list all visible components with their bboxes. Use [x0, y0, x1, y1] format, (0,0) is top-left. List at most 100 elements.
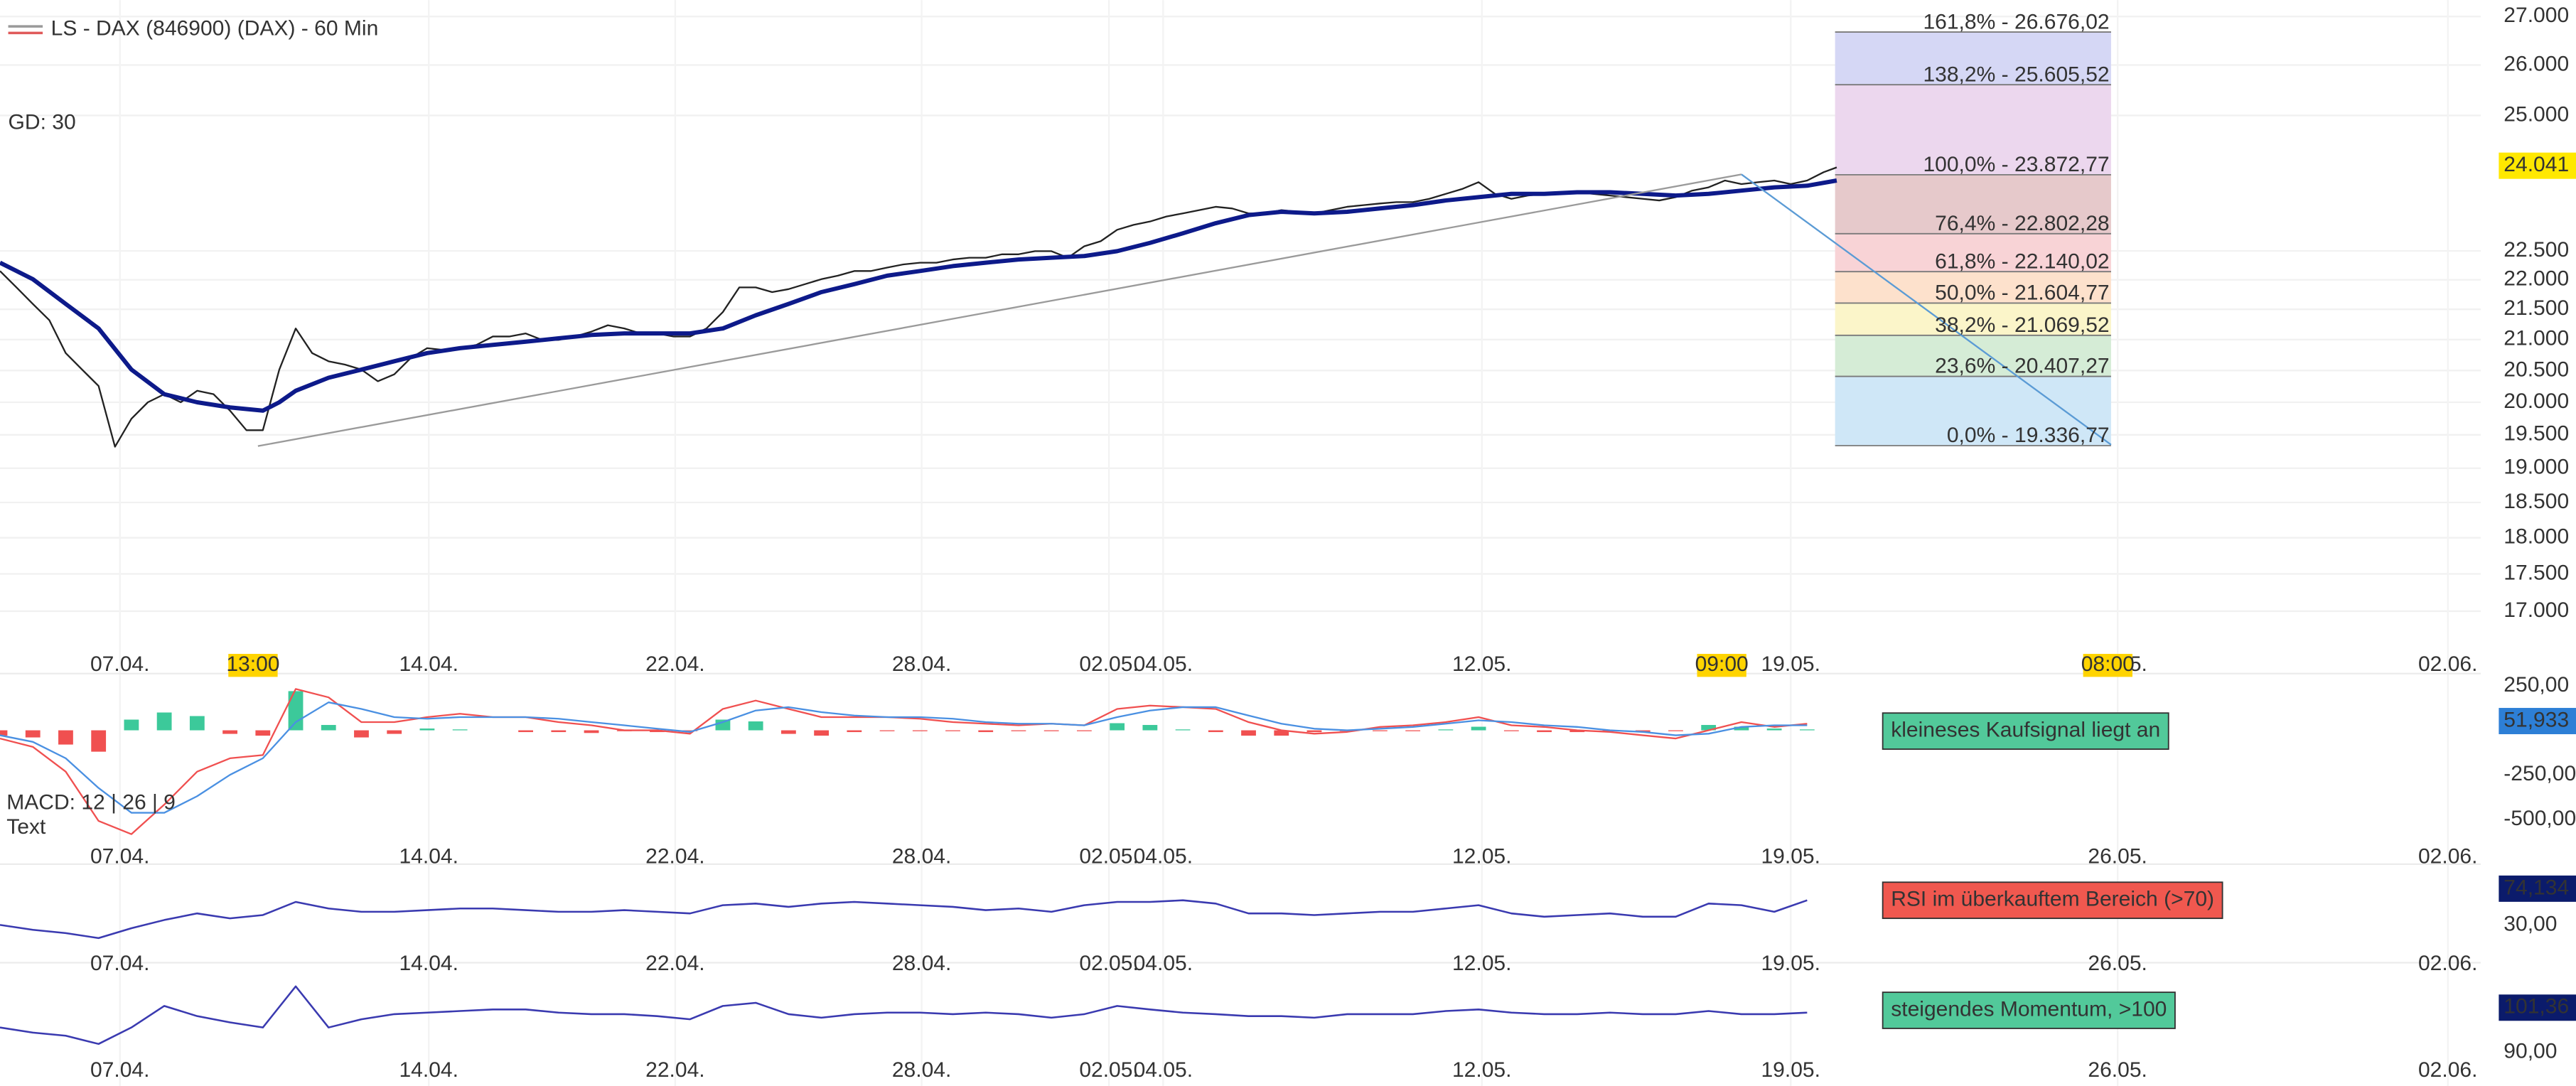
- y-tick-label: 19.500: [2503, 422, 2569, 446]
- y-tick-label: 18.000: [2503, 525, 2569, 548]
- labels-layer: 17.000 17.500 18.000 18.500 19.000 19.500 20.0…: [6, 4, 2576, 1082]
- histogram-bar: [156, 712, 172, 731]
- fib-label: 38,2% - 21.069,52: [1935, 313, 2109, 337]
- fib-label: 23,6% - 20.407,27: [1935, 355, 2109, 378]
- y-tick-label: 17.500: [2503, 561, 2569, 584]
- time-marker-label: 13:00: [226, 652, 279, 676]
- x-tick-label: 19.05.: [1761, 952, 1820, 975]
- last-value-label: 101,36: [2503, 995, 2569, 1018]
- histogram-bar: [1142, 725, 1158, 731]
- fib-label: 138,2% - 25.605,52: [1923, 63, 2109, 86]
- y-tick-label: 90,00: [2503, 1039, 2557, 1063]
- histogram-bar: [1438, 729, 1454, 731]
- y-tick-label: 21.500: [2503, 296, 2569, 320]
- x-tick-label: 26.05.: [2088, 1058, 2147, 1082]
- x-tick-label: 02.05.: [1079, 652, 1139, 676]
- histogram-bar: [1471, 726, 1486, 731]
- annotation-box: [1882, 991, 2176, 1029]
- fib-layer: [1835, 32, 2111, 446]
- histogram-bar: [847, 730, 862, 733]
- histogram-bar: [91, 730, 107, 752]
- fib-band: [1835, 233, 2111, 272]
- annotation-box: [1882, 881, 2223, 920]
- annotation-text: RSI im überkauftem Bereich (>70): [1891, 888, 2214, 911]
- histogram-bar: [189, 716, 205, 731]
- x-tick-label: 22.04.: [645, 652, 705, 676]
- y-tick-label: 250,00: [2503, 673, 2569, 697]
- histogram-bar: [1306, 730, 1322, 733]
- indicator-line: [0, 701, 1808, 814]
- x-tick-label: 04.05.: [1134, 1058, 1193, 1082]
- histogram-bar: [255, 730, 271, 736]
- time-marker-box: [2083, 654, 2132, 677]
- x-tick-label: 19.05.: [1761, 1058, 1820, 1082]
- histogram-bar: [1766, 729, 1782, 731]
- histogram-bar: [321, 725, 336, 731]
- x-tick-label: 02.06.: [2418, 652, 2478, 676]
- histogram-bar: [1537, 730, 1552, 733]
- last-value-box: [2499, 875, 2576, 902]
- histogram-bar: [124, 719, 139, 731]
- time-marker-label: 08:00: [2081, 652, 2135, 676]
- fib-label: 100,0% - 23.872,77: [1923, 153, 2109, 176]
- histogram-bar: [748, 721, 763, 731]
- marks-layer: [0, 31, 2112, 1045]
- x-tick-label: 02.05.: [1079, 845, 1139, 869]
- x-tick-label: 12.05.: [1452, 845, 1512, 869]
- x-tick-label: 14.04.: [399, 1058, 458, 1082]
- x-tick-label: 26.05.: [2088, 845, 2147, 869]
- time-marker-box: [1697, 654, 1746, 677]
- x-tick-label: 14.04.: [399, 845, 458, 869]
- x-tick-label: 12.05.: [1452, 952, 1512, 975]
- histogram-bar: [0, 730, 8, 736]
- histogram-bar: [58, 730, 73, 745]
- last-value-box: [2499, 708, 2576, 735]
- x-tick-label: 07.04.: [90, 652, 150, 676]
- y-tick-label: -250,00: [2503, 762, 2576, 785]
- annotation-text: kleineses Kaufsignal liegt an: [1891, 719, 2160, 742]
- y-tick-label: 27.000: [2503, 4, 2569, 27]
- x-tick-label: 28.04.: [892, 952, 952, 975]
- x-tick-label: 04.05.: [1134, 652, 1193, 676]
- x-tick-label: 02.06.: [2418, 952, 2478, 975]
- histogram-bar: [518, 730, 533, 733]
- x-tick-label: 12.05.: [1452, 1058, 1512, 1082]
- histogram-bar: [288, 691, 304, 731]
- legend-entry: GD: 30: [9, 110, 76, 134]
- x-tick-label: 22.04.: [645, 952, 705, 975]
- fib-label: 161,8% - 26.676,02: [1923, 10, 2109, 33]
- annotation-text: steigendes Momentum, >100: [1891, 997, 2167, 1021]
- indicator-subtitle: Text: [6, 815, 46, 839]
- histogram-bar: [25, 730, 41, 738]
- legend-title: LS - DAX (846900) (DAX) - 60 Min: [51, 17, 379, 41]
- histogram-bar: [584, 730, 599, 733]
- x-tick-label: 02.05.: [1079, 952, 1139, 975]
- x-tick-label: 14.04.: [399, 652, 458, 676]
- x-tick-label: 22.04.: [645, 845, 705, 869]
- histogram-bar: [1208, 730, 1223, 733]
- y-tick-label: 22.500: [2503, 238, 2569, 262]
- fib-band: [1835, 335, 2111, 377]
- histogram-bar: [780, 730, 796, 734]
- last-value-label: 51,933: [2503, 708, 2569, 731]
- fib-band: [1835, 32, 2111, 85]
- histogram-bar: [387, 730, 402, 734]
- fib-label: 50,0% - 21.604,77: [1935, 281, 2109, 305]
- y-tick-label: 22.000: [2503, 267, 2569, 291]
- time-marker-box: [228, 654, 278, 677]
- fib-label: 61,8% - 22.140,02: [1935, 249, 2109, 273]
- histogram-bar: [354, 730, 369, 738]
- last-value-label: 74,134: [2503, 876, 2569, 899]
- y-tick-label: 21.000: [2503, 327, 2569, 350]
- x-tick-label: 07.04.: [90, 845, 150, 869]
- histogram-bar: [1241, 730, 1256, 736]
- histogram-bar: [419, 729, 435, 731]
- histogram-bar: [222, 730, 237, 734]
- x-tick-label: 07.04.: [90, 1058, 150, 1082]
- x-tick-label: 19.05.: [1761, 845, 1820, 869]
- x-tick-label: 07.04.: [90, 952, 150, 975]
- fib-band: [1835, 303, 2111, 335]
- x-tick-label: 28.04.: [892, 652, 952, 676]
